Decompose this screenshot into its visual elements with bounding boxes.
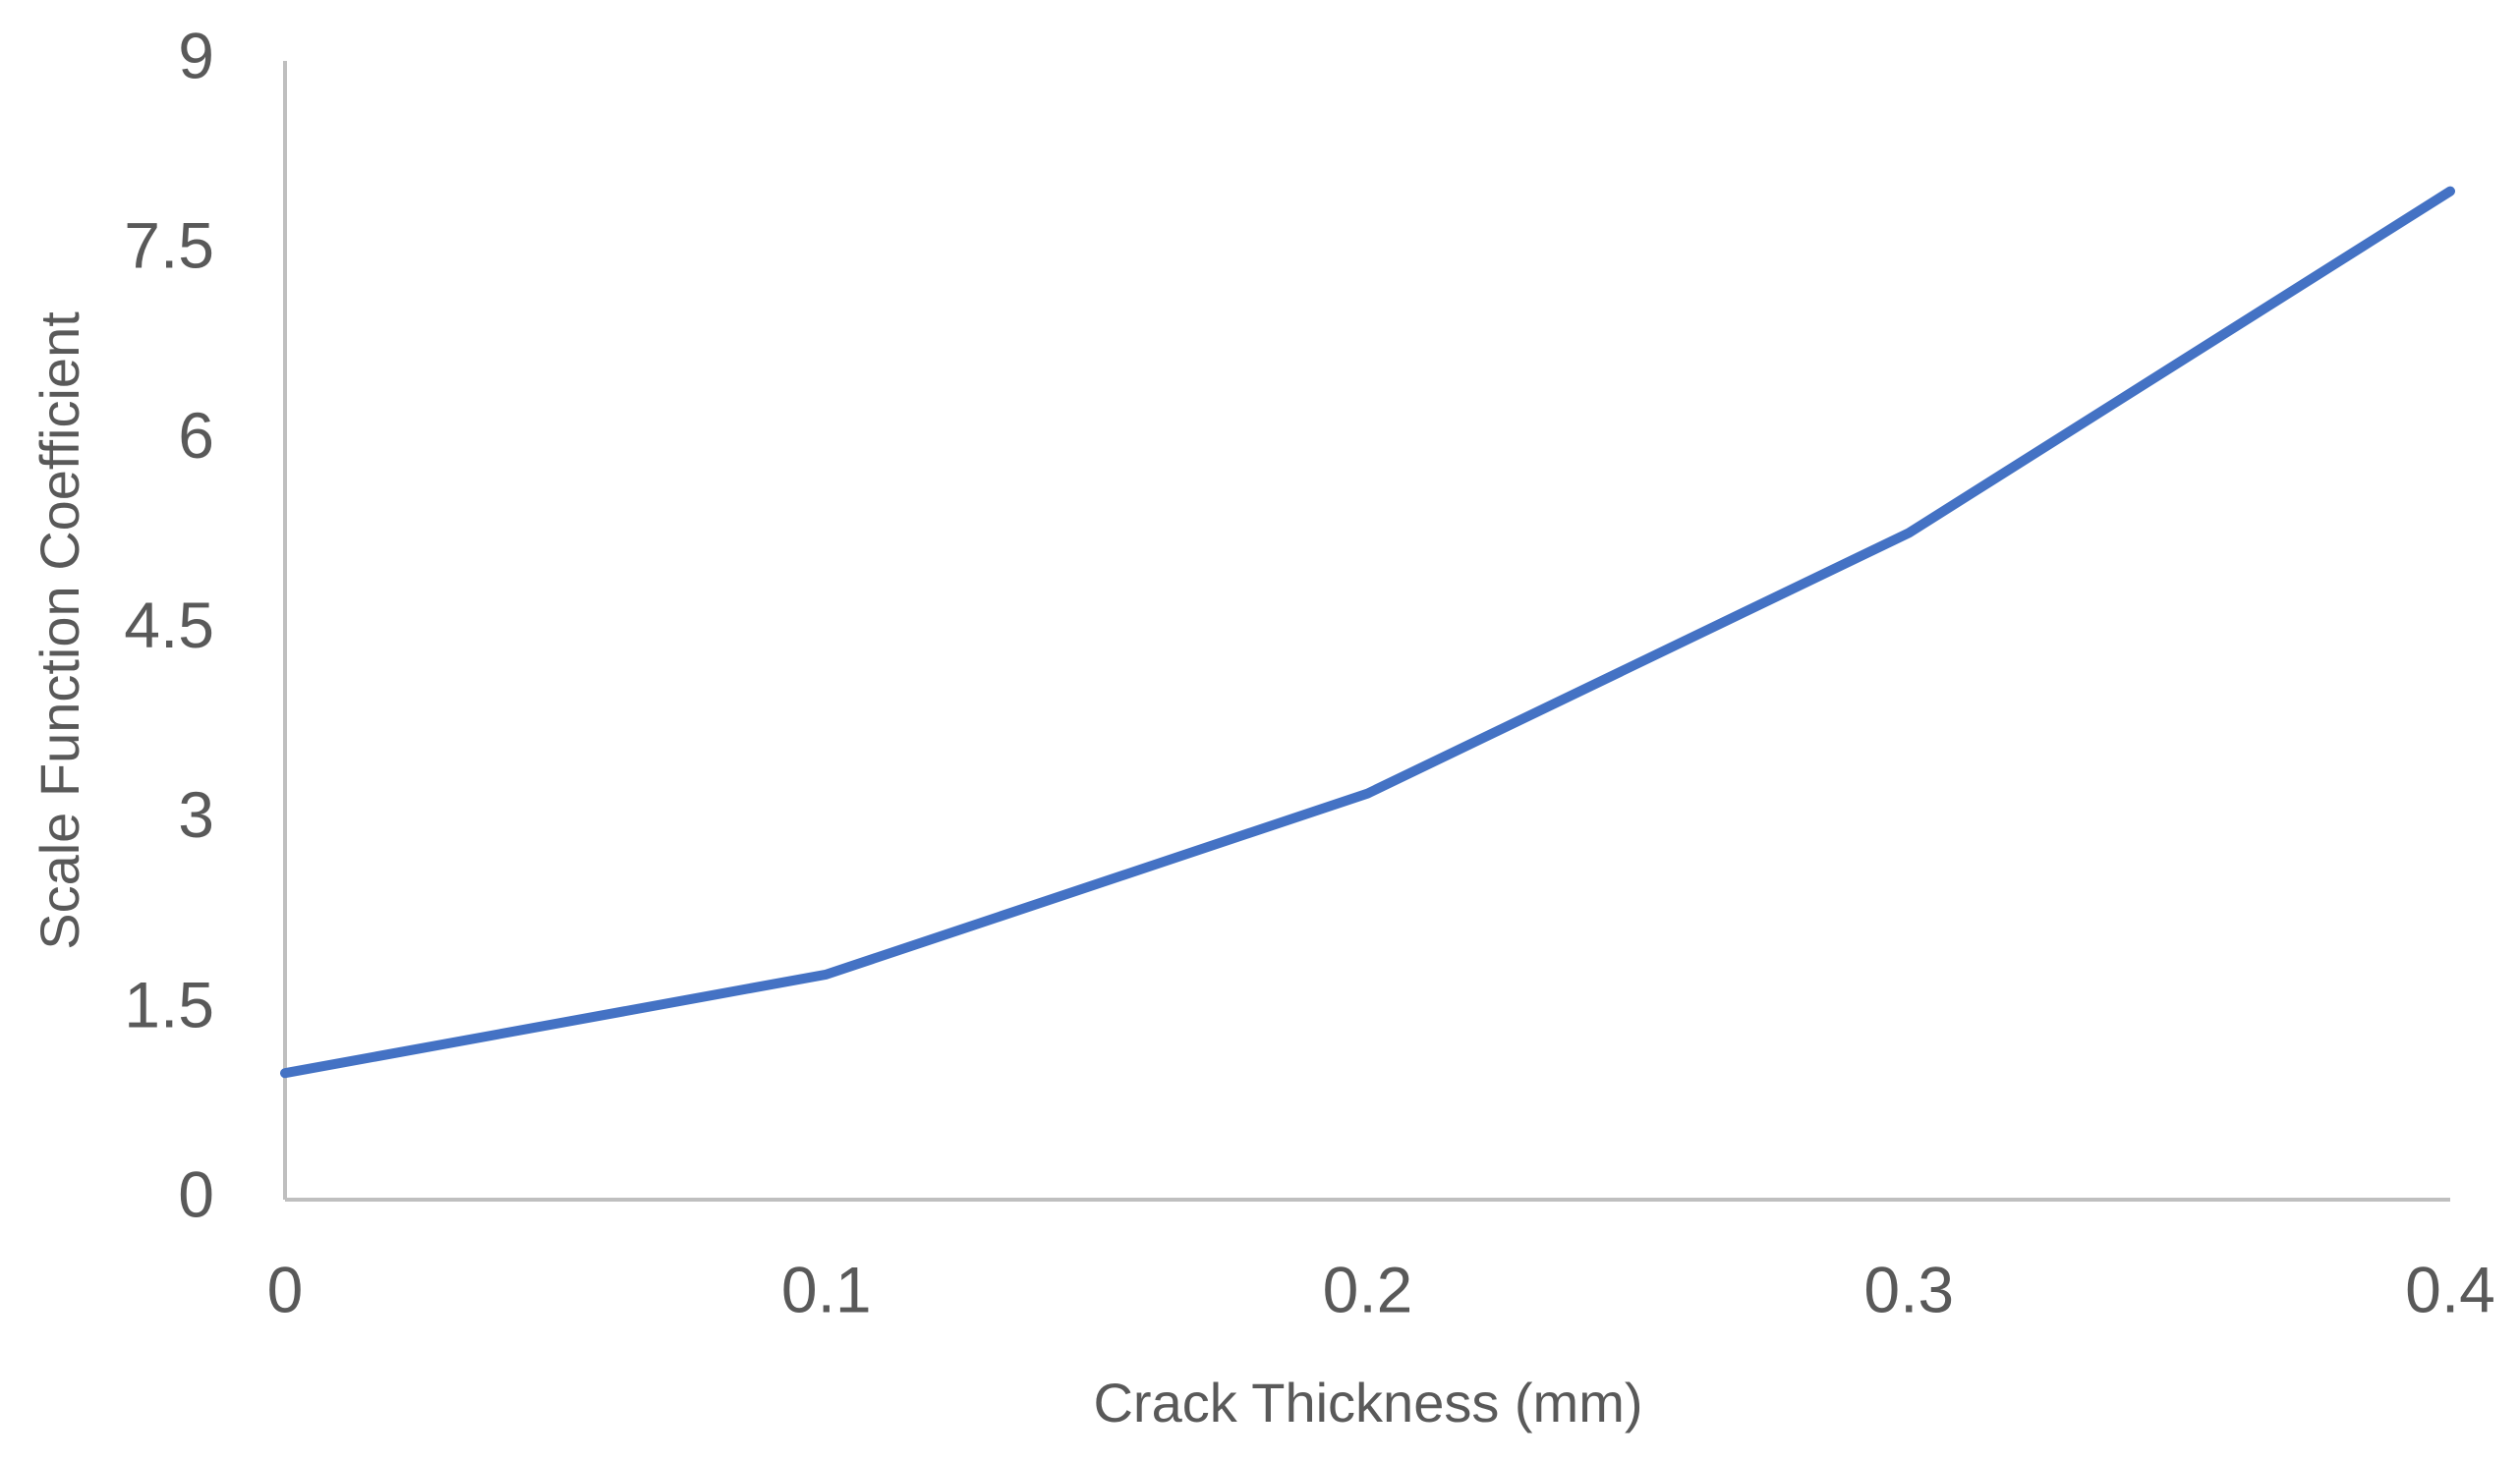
y-axis-title: Scale Function Coefficient [29, 311, 90, 950]
x-tick-label: 0.4 [2405, 1253, 2495, 1325]
y-tick-label: 1.5 [124, 968, 214, 1040]
y-tick-label: 7.5 [124, 209, 214, 282]
y-tick-label: 9 [178, 19, 214, 91]
x-tick-label: 0.1 [781, 1253, 872, 1325]
x-axis-title: Crack Thickness (mm) [1093, 1372, 1642, 1433]
x-tick-label: 0.3 [1863, 1253, 1954, 1325]
data-line [280, 186, 2455, 1079]
y-tick-label: 0 [178, 1157, 214, 1230]
x-tick-label: 0 [267, 1253, 304, 1325]
y-tick-label: 6 [178, 399, 214, 472]
y-tick-label: 3 [178, 778, 214, 851]
x-tick-label: 0.2 [1323, 1253, 1413, 1325]
y-tick-label: 4.5 [124, 589, 214, 661]
